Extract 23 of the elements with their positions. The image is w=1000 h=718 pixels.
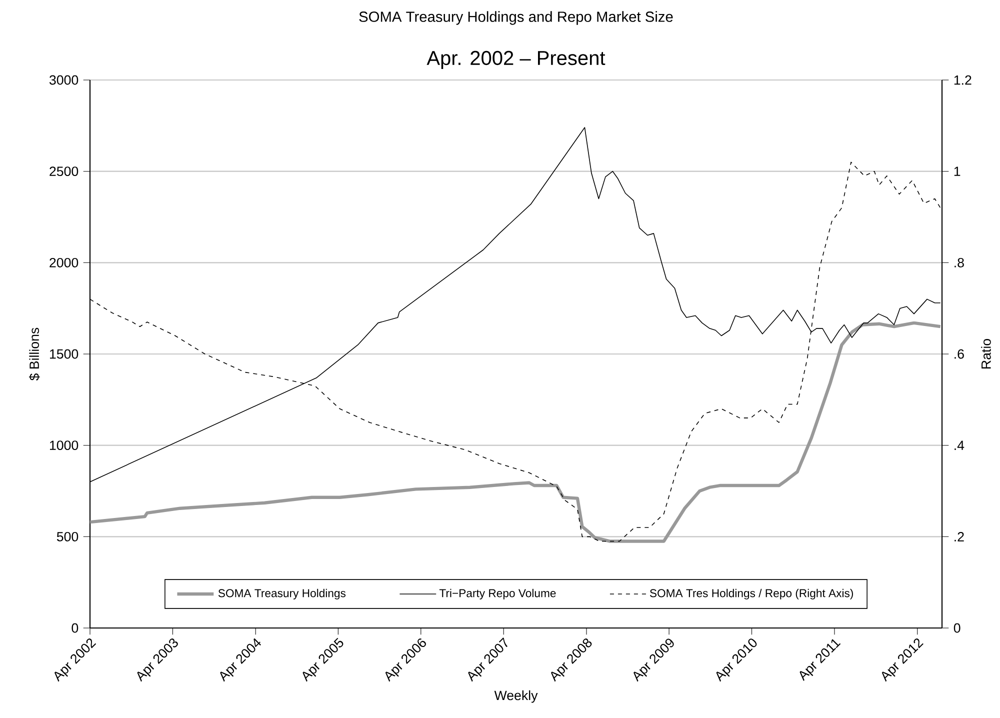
- legend-label: SOMA Tres Holdings / Repo (Right Axis): [650, 588, 853, 600]
- y2-tick-label: .8: [954, 258, 964, 268]
- y-tick-label: 0: [72, 623, 78, 633]
- x-axis-title: Weekly: [494, 690, 538, 703]
- y-tick-label: 2500: [50, 166, 78, 176]
- chart-title: SOMA Treasury Holdings and Repo Market Size: [359, 11, 673, 25]
- legend-label: SOMA Treasury Holdings: [218, 588, 346, 600]
- y2-axis-title: Ratio: [981, 338, 991, 368]
- y-tick-label: 1500: [50, 349, 78, 359]
- y2-tick-label: 0: [954, 623, 960, 633]
- line-series: [90, 321, 942, 543]
- y-tick-label: 3000: [49, 75, 78, 85]
- chart-subtitle: Apr. 2002 – Present: [426, 50, 606, 70]
- y-tick-label: 2000: [50, 258, 78, 268]
- y-axis-title: $ Billions: [29, 328, 40, 381]
- y2-tick-label: .4: [954, 440, 964, 450]
- y-tick-label: 1000: [50, 440, 78, 450]
- y2-tick-label: 1.2: [954, 75, 972, 85]
- legend-label: Tri−Party Repo Volume: [439, 588, 556, 600]
- y2-tick-label: 1: [954, 166, 960, 176]
- y2-tick-label: .6: [954, 349, 964, 359]
- y-tick-label: 500: [56, 532, 78, 542]
- y2-tick-label: .2: [954, 532, 964, 542]
